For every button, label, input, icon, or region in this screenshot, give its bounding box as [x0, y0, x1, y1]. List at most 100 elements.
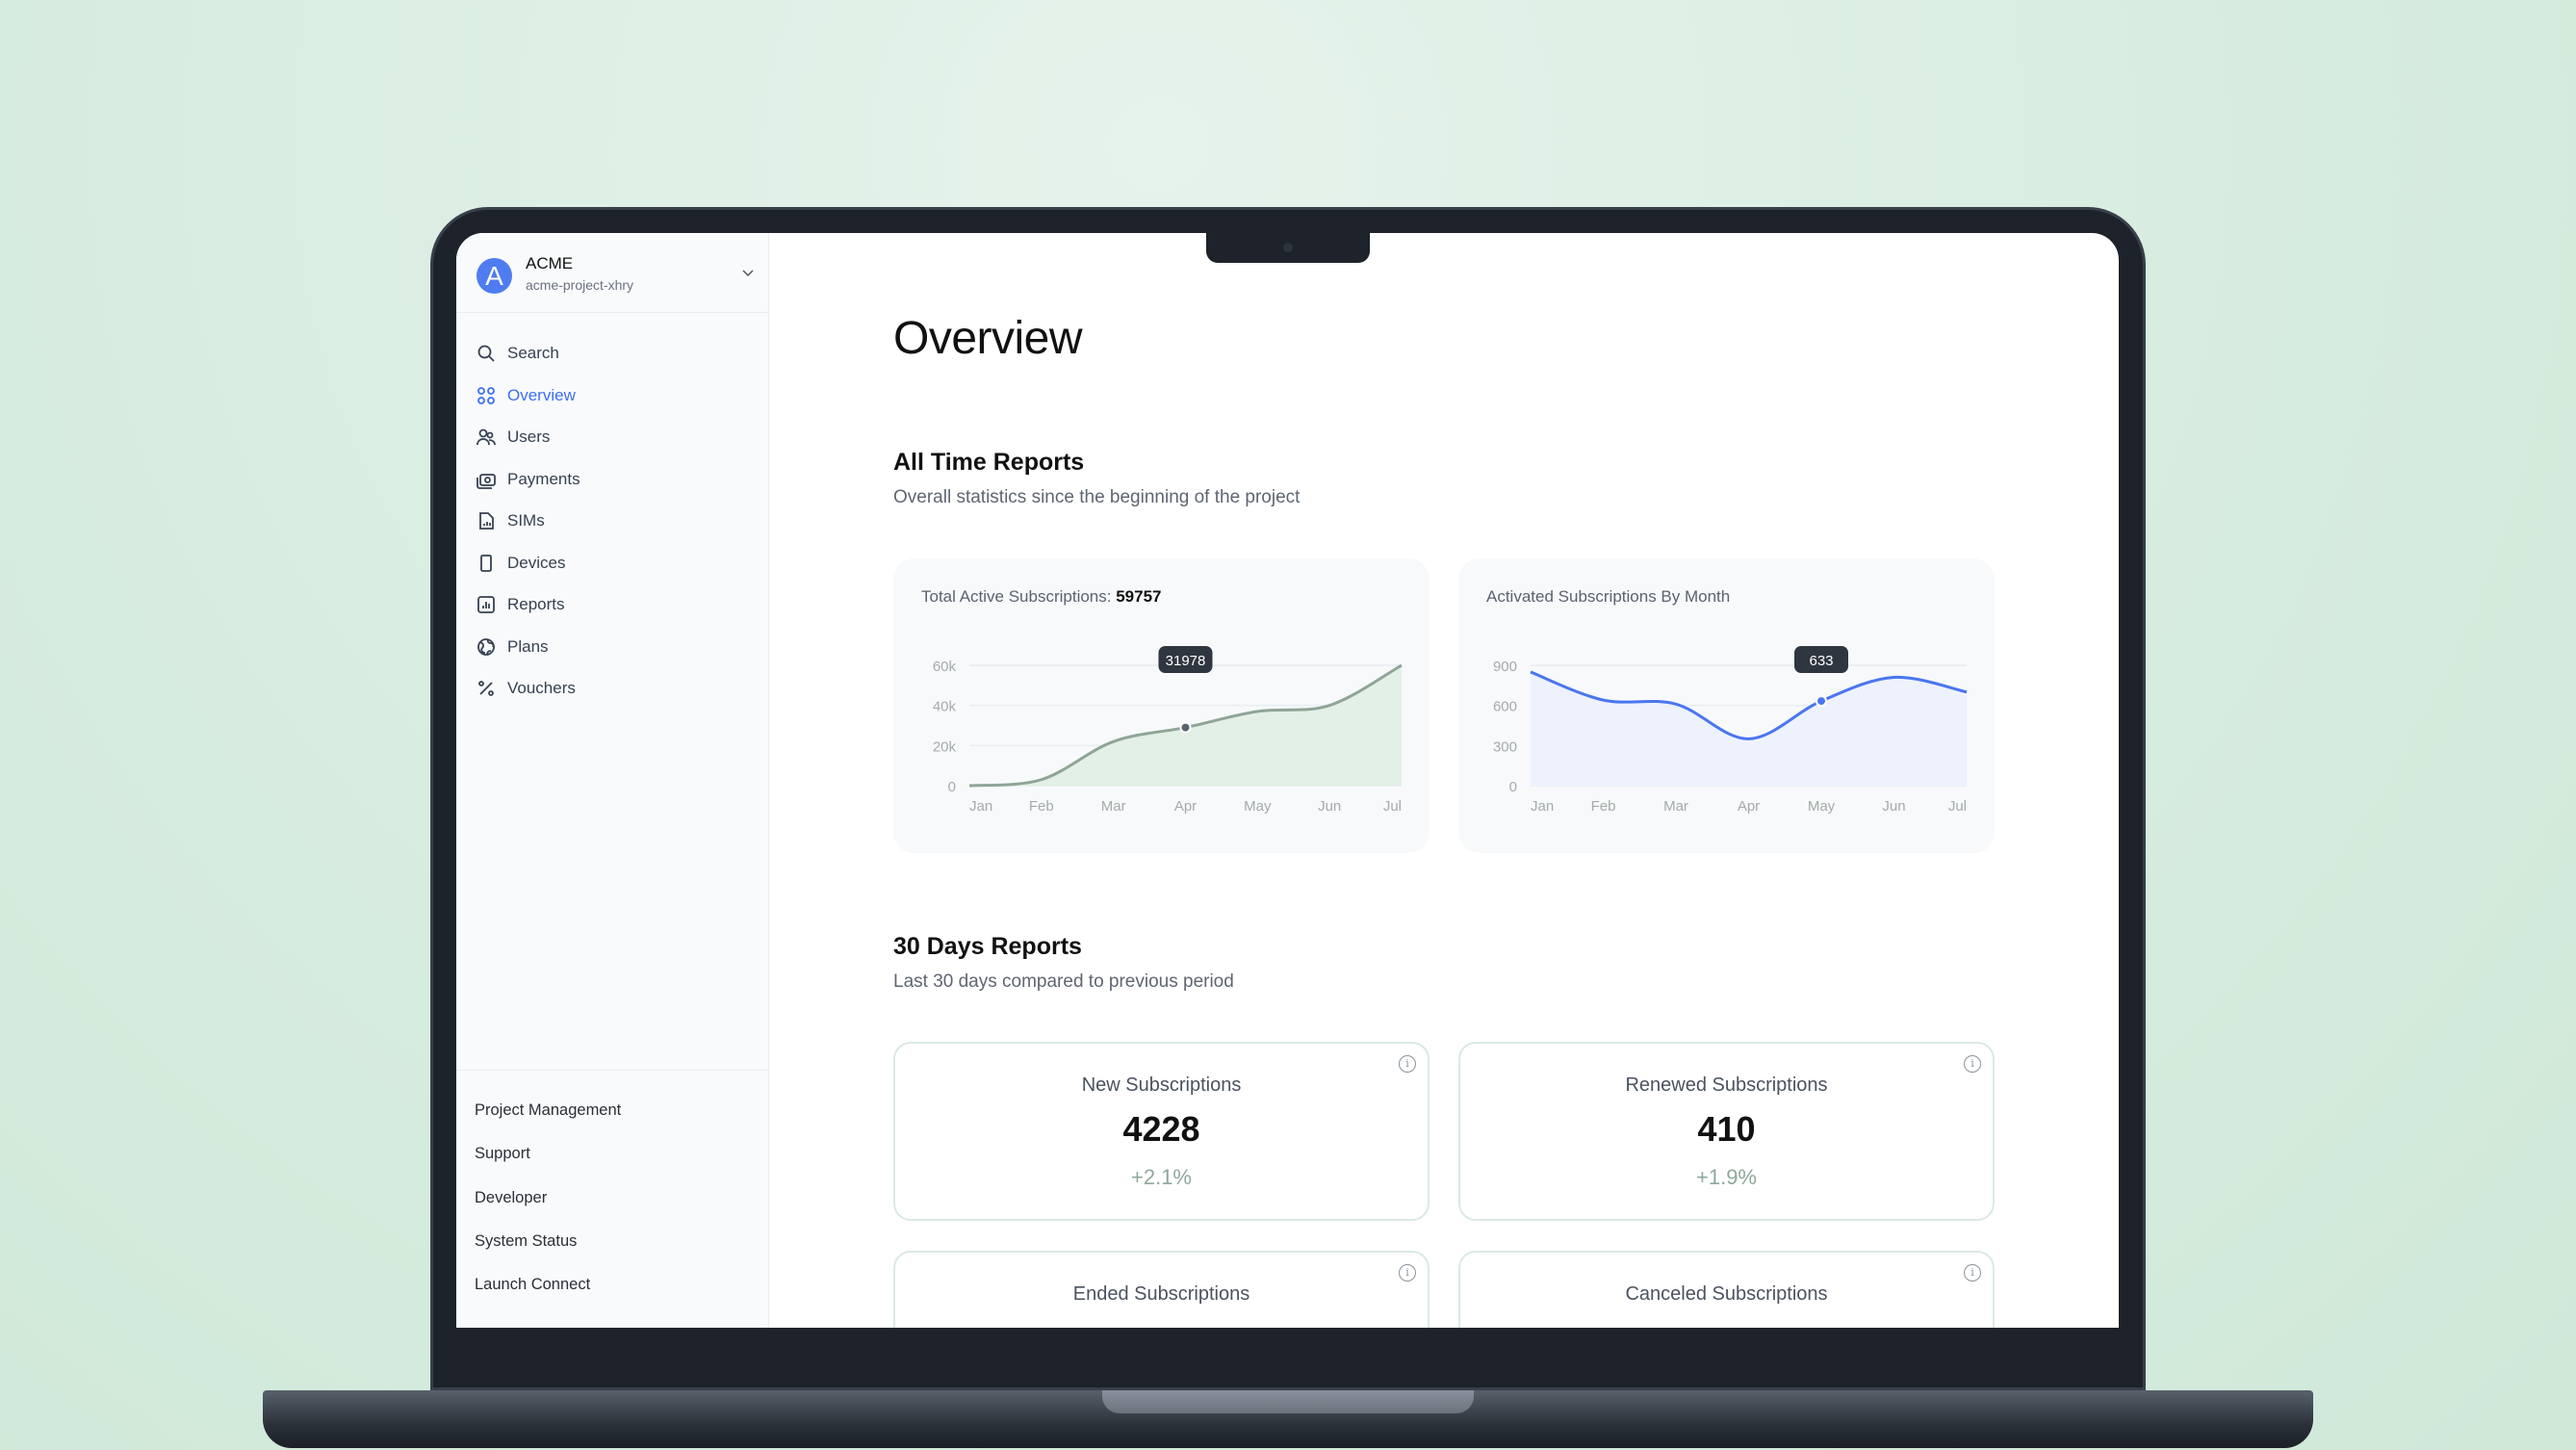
sidebar-item-label: Plans — [507, 636, 549, 656]
tooltip-label: 31978 — [1166, 653, 1206, 669]
sidebar-item-label: Users — [507, 427, 551, 446]
section-subtitle: Last 30 days compared to previous period — [893, 971, 1234, 992]
series-line — [1530, 670, 1968, 740]
stat-card: i Canceled Subscriptions — [1458, 1251, 1995, 1328]
divider — [456, 1070, 769, 1071]
data-point[interactable] — [1179, 721, 1192, 734]
sidebar-link-support[interactable]: Support — [475, 1145, 530, 1163]
sidebar-item-label: Overview — [507, 385, 576, 404]
sidebar-link-launch-connect[interactable]: Launch Connect — [475, 1276, 591, 1294]
x-tick-label: Jun — [1318, 798, 1341, 815]
x-tick-label: Jan — [1531, 798, 1554, 815]
stat-title: Ended Subscriptions — [1072, 1283, 1250, 1305]
sidebar-item-label: Vouchers — [507, 679, 576, 697]
y-tick-label: 300 — [1493, 738, 1517, 755]
info-icon[interactable]: i — [1964, 1264, 1981, 1282]
x-tick-label: Jun — [1882, 798, 1905, 815]
project-id: acme-project-xhry — [526, 277, 634, 293]
sidebar-item-label: Reports — [507, 595, 565, 613]
x-tick-label: Apr — [1738, 798, 1760, 815]
payments-icon — [477, 473, 496, 489]
sidebar-link-project-management[interactable]: Project Management — [475, 1101, 622, 1119]
sidebar-item-overview[interactable]: Overview — [456, 376, 769, 415]
section-title: All Time Reports — [893, 449, 1085, 476]
section-subtitle: Overall statistics since the beginning o… — [893, 487, 1301, 507]
divider — [456, 312, 769, 313]
chart-svg: 0 300 600 900 Jan Feb Mar Apr May Jun Jul 633 — [1493, 646, 1968, 815]
device-icon — [480, 554, 492, 572]
x-tick-label: Apr — [1174, 798, 1197, 815]
x-tick-label: Feb — [1029, 798, 1054, 815]
chart-title: Activated Subscriptions By Month — [1486, 587, 1731, 606]
stat-change: +1.9% — [1696, 1165, 1757, 1189]
x-tick-label: Jan — [969, 798, 992, 815]
sidebar-item-label: Search — [507, 344, 559, 362]
stat-title: Renewed Subscriptions — [1625, 1075, 1828, 1096]
y-tick-label: 40k — [933, 699, 957, 715]
sim-icon — [479, 512, 494, 530]
y-tick-label: 0 — [948, 779, 956, 795]
sidebar-item-vouchers[interactable]: Vouchers — [456, 669, 769, 708]
x-tick-label: Mar — [1101, 798, 1126, 815]
x-tick-label: Jul — [1948, 798, 1967, 815]
sidebar-item-plans[interactable]: Plans — [456, 628, 769, 666]
data-point[interactable] — [1816, 695, 1827, 708]
info-icon[interactable]: i — [1399, 1264, 1416, 1282]
camera-icon — [1283, 243, 1293, 252]
x-tick-label: Jul — [1383, 798, 1402, 815]
org-switcher[interactable]: A ACME acme-project-xhry — [456, 233, 769, 312]
sidebar-item-sims[interactable]: SIMs — [456, 502, 769, 540]
activated-by-month-chart-card: Activated Subscriptions By Month 0 300 600… — [1458, 558, 1995, 853]
sidebar-item-label: SIMs — [507, 511, 545, 530]
y-tick-label: 600 — [1493, 699, 1517, 715]
avatar: A — [477, 258, 512, 294]
camera-notch — [1206, 233, 1370, 263]
sidebar-item-payments[interactable]: Payments — [456, 460, 769, 499]
stat-card: i Ended Subscriptions — [893, 1251, 1430, 1328]
series-area — [1531, 671, 1967, 786]
sidebar-item-reports[interactable]: Reports — [456, 585, 769, 624]
info-icon[interactable]: i — [1399, 1055, 1416, 1073]
laptop-base — [263, 1390, 2313, 1448]
sidebar-item-label: Devices — [507, 553, 566, 572]
total-active-chart-card: Total Active Subscriptions: 59757 0 20k 40… — [893, 558, 1430, 853]
stat-value: 4228 — [1122, 1109, 1200, 1149]
percent-icon — [478, 681, 494, 696]
reports-icon — [477, 596, 495, 613]
x-tick-label: May — [1244, 798, 1272, 815]
stat-title: New Subscriptions — [1081, 1075, 1242, 1096]
x-tick-label: Mar — [1663, 798, 1688, 815]
stat-change: +2.1% — [1131, 1165, 1192, 1189]
app-screen: A ACME acme-project-xhry Search Overview U… — [456, 233, 2119, 1328]
section-title: 30 Days Reports — [893, 933, 1082, 960]
tooltip — [1158, 646, 1213, 673]
y-tick-label: 60k — [933, 659, 957, 675]
org-name: ACME — [526, 254, 574, 272]
tooltip-label: 633 — [1809, 653, 1833, 669]
page-title: Overview — [893, 313, 1083, 364]
sidebar: A ACME acme-project-xhry Search Overview U… — [456, 233, 769, 1328]
sidebar-link-system-status[interactable]: System Status — [475, 1231, 578, 1250]
y-tick-label: 20k — [933, 738, 957, 755]
stat-value: 410 — [1697, 1109, 1756, 1149]
series-area — [969, 665, 1402, 786]
chevron-down-icon — [742, 270, 754, 277]
sidebar-item-users[interactable]: Users — [456, 418, 769, 456]
globe-icon — [477, 637, 495, 656]
stat-title: Canceled Subscriptions — [1625, 1283, 1828, 1305]
x-tick-label: Feb — [1591, 798, 1616, 815]
chart-svg: 0 20k 40k 60k Jan Feb Mar Apr May Jun Jul 31978 — [933, 646, 1403, 815]
chart-title: Total Active Subscriptions: 59757 — [921, 587, 1162, 606]
info-icon[interactable]: i — [1964, 1055, 1981, 1073]
y-tick-label: 0 — [1509, 779, 1517, 795]
tooltip — [1794, 646, 1848, 673]
sidebar-item-search[interactable]: Search — [456, 334, 769, 373]
laptop-groove — [1102, 1390, 1474, 1413]
stat-card: i Renewed Subscriptions 410 +1.9% — [1458, 1042, 1995, 1221]
stat-card: i New Subscriptions 4228 +2.1% — [893, 1042, 1430, 1221]
sidebar-item-label: Payments — [507, 469, 580, 488]
search-icon — [477, 345, 495, 362]
sidebar-item-devices[interactable]: Devices — [456, 544, 769, 583]
sidebar-link-developer[interactable]: Developer — [475, 1188, 548, 1206]
users-icon — [477, 428, 496, 446]
